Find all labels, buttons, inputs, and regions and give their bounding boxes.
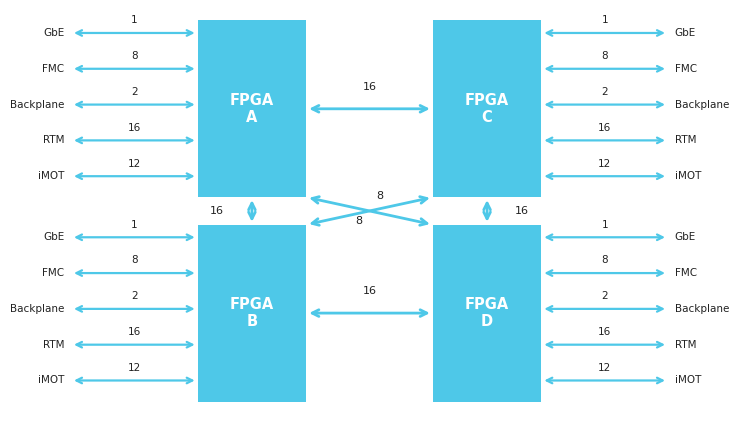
Bar [197, 20, 307, 197]
Text: FMC: FMC [675, 64, 697, 74]
Text: FPGA
C: FPGA C [465, 92, 509, 125]
Text: 12: 12 [128, 363, 141, 373]
Text: Backplane: Backplane [10, 100, 64, 109]
Bar [432, 225, 542, 402]
Bar [197, 225, 307, 402]
Text: FPGA
A: FPGA A [230, 92, 274, 125]
Text: 1: 1 [602, 15, 608, 25]
Text: 2: 2 [602, 87, 608, 97]
Text: RTM: RTM [43, 340, 64, 350]
Text: GbE: GbE [675, 28, 696, 38]
Text: RTM: RTM [675, 135, 696, 145]
Text: iMOT: iMOT [675, 376, 701, 385]
Text: 16: 16 [210, 206, 224, 216]
Text: GbE: GbE [675, 232, 696, 242]
Text: 8: 8 [131, 256, 137, 265]
Text: 8: 8 [602, 256, 608, 265]
Text: 16: 16 [598, 327, 611, 337]
Text: 16: 16 [515, 206, 529, 216]
Text: 2: 2 [602, 291, 608, 301]
Text: 12: 12 [128, 159, 141, 169]
Text: 8: 8 [602, 51, 608, 61]
Text: 16: 16 [363, 82, 376, 92]
Text: FPGA
D: FPGA D [465, 297, 509, 329]
Text: GbE: GbE [43, 28, 64, 38]
Text: GbE: GbE [43, 232, 64, 242]
Text: FMC: FMC [42, 268, 64, 278]
Text: 2: 2 [131, 87, 137, 97]
Text: 1: 1 [602, 220, 608, 230]
Text: 16: 16 [363, 286, 376, 296]
Text: Backplane: Backplane [675, 304, 729, 314]
Text: RTM: RTM [675, 340, 696, 350]
Text: iMOT: iMOT [38, 376, 64, 385]
Text: 16: 16 [128, 123, 141, 133]
Text: Backplane: Backplane [675, 100, 729, 109]
Text: 16: 16 [128, 327, 141, 337]
Text: 8: 8 [376, 191, 384, 201]
Text: 8: 8 [131, 51, 137, 61]
Text: FMC: FMC [675, 268, 697, 278]
Text: iMOT: iMOT [675, 171, 701, 181]
Bar [432, 20, 542, 197]
Text: Backplane: Backplane [10, 304, 64, 314]
Text: 1: 1 [131, 15, 137, 25]
Text: 2: 2 [131, 291, 137, 301]
Text: 12: 12 [598, 159, 611, 169]
Text: 8: 8 [355, 217, 363, 226]
Text: FMC: FMC [42, 64, 64, 74]
Text: iMOT: iMOT [38, 171, 64, 181]
Text: 16: 16 [598, 123, 611, 133]
Text: FPGA
B: FPGA B [230, 297, 274, 329]
Text: 1: 1 [131, 220, 137, 230]
Text: 12: 12 [598, 363, 611, 373]
Text: RTM: RTM [43, 135, 64, 145]
